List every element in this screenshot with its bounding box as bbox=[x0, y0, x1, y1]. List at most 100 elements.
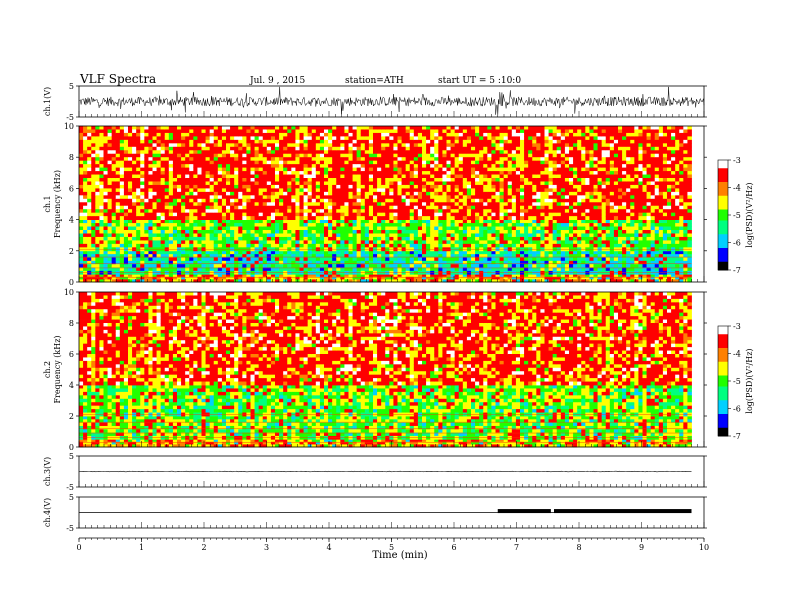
spectrogram-cell bbox=[589, 254, 594, 258]
spectrogram-cell bbox=[136, 184, 141, 189]
spectrogram-cell bbox=[499, 267, 505, 272]
spectrogram-cell bbox=[99, 160, 104, 165]
spectrogram-cell bbox=[266, 216, 272, 220]
spectrogram-cell bbox=[311, 132, 317, 137]
spectrogram-cell bbox=[279, 243, 284, 248]
spectrogram-cell bbox=[213, 264, 219, 268]
spectrogram-cell bbox=[405, 219, 411, 224]
spectrogram-cell bbox=[381, 164, 386, 168]
spectrogram-cell bbox=[303, 164, 309, 168]
spectrogram-cell bbox=[405, 264, 411, 268]
spectrogram-cell bbox=[226, 195, 231, 200]
spectrogram-cell bbox=[491, 276, 496, 280]
spectrogram-cell bbox=[393, 250, 398, 255]
spectrogram-cell bbox=[258, 276, 264, 280]
spectrogram-cell bbox=[181, 188, 186, 193]
spectrogram-cell bbox=[675, 233, 680, 238]
spectrogram-cell bbox=[258, 153, 264, 158]
spectrogram-cell bbox=[336, 260, 341, 265]
spectrogram-cell bbox=[128, 274, 133, 278]
spectrogram-cell bbox=[356, 279, 362, 283]
spectrogram-cell bbox=[181, 195, 186, 200]
spectrogram-cell bbox=[213, 233, 219, 238]
spectrogram-cell bbox=[132, 184, 137, 189]
spectrogram-cell bbox=[495, 257, 500, 262]
spectrogram-cell bbox=[181, 250, 186, 255]
spectrogram-cell bbox=[136, 202, 141, 207]
spectrogram-cell bbox=[409, 254, 415, 258]
spectrogram-cell bbox=[556, 226, 562, 231]
spectrogram-cell bbox=[238, 132, 243, 137]
spectrogram-cell bbox=[536, 236, 541, 241]
spectrogram-cell bbox=[250, 139, 255, 144]
spectrogram-cell bbox=[299, 223, 304, 227]
spectrogram-cell bbox=[128, 276, 133, 280]
spectrogram-cell bbox=[221, 223, 227, 227]
spectrogram-cell bbox=[87, 205, 92, 210]
spectrogram-cell bbox=[156, 223, 162, 227]
spectrogram-cell bbox=[275, 264, 280, 268]
spectrogram-cell bbox=[528, 267, 533, 272]
spectrogram-cell bbox=[103, 264, 108, 268]
spectrogram-cell bbox=[377, 209, 382, 214]
spectrogram-cell bbox=[148, 279, 153, 283]
spectrogram-cell bbox=[307, 178, 313, 182]
spectrogram-cell bbox=[164, 129, 170, 134]
spectrogram-cell bbox=[360, 240, 366, 245]
spectrogram-cell bbox=[119, 223, 125, 227]
spectrogram-cell bbox=[589, 257, 594, 262]
spectrogram-cell bbox=[585, 267, 590, 272]
spectrogram-cell bbox=[148, 243, 153, 248]
spectrogram-cell bbox=[164, 202, 170, 207]
spectrogram-cell bbox=[148, 153, 153, 158]
spectrogram-cell bbox=[254, 233, 260, 238]
spectrogram-cell bbox=[242, 260, 247, 265]
spectrogram-cell bbox=[311, 146, 317, 151]
spectrogram-cell bbox=[658, 226, 664, 231]
spectrogram-cell bbox=[136, 243, 141, 248]
spectrogram-cell bbox=[638, 257, 643, 262]
spectrogram-cell bbox=[319, 219, 325, 224]
spectrogram-cell bbox=[458, 230, 464, 234]
spectrogram-cell bbox=[152, 167, 157, 172]
spectrogram-cell bbox=[246, 216, 251, 220]
spectrogram-cell bbox=[201, 212, 206, 217]
spectrogram-cell bbox=[266, 184, 272, 189]
spectrogram-cell bbox=[99, 243, 104, 248]
spectrogram-cell bbox=[107, 279, 113, 283]
spectrogram-cell bbox=[503, 279, 509, 283]
spectrogram-cell bbox=[524, 260, 529, 265]
spectrogram-cell bbox=[479, 257, 484, 262]
spectrogram-cell bbox=[336, 226, 341, 231]
spectrogram-cell bbox=[564, 250, 570, 255]
spectrogram-cell bbox=[385, 230, 390, 234]
spectrogram-cell bbox=[560, 243, 566, 248]
spectrogram-cell bbox=[246, 236, 251, 241]
spectrogram-cell bbox=[356, 181, 362, 186]
spectrogram-cell bbox=[618, 257, 623, 262]
spectrogram-cell bbox=[532, 219, 537, 224]
spectrogram-cell bbox=[185, 188, 190, 193]
spectrogram-cell bbox=[79, 212, 84, 217]
spectrogram-cell bbox=[593, 257, 598, 262]
spectrogram-cell bbox=[548, 274, 554, 278]
spectrogram-cell bbox=[324, 195, 329, 200]
spectrogram-cell bbox=[573, 226, 578, 231]
spectrogram-cell bbox=[189, 254, 194, 258]
spectrogram-cell bbox=[573, 236, 578, 241]
spectrogram-cell bbox=[140, 264, 145, 268]
spectrogram-cell bbox=[311, 171, 317, 175]
spectrogram-cell bbox=[491, 264, 496, 268]
spectrogram-cell bbox=[144, 136, 149, 141]
spectrogram-cell bbox=[246, 167, 251, 172]
spectrogram-cell bbox=[132, 188, 137, 193]
spectrogram-cell bbox=[172, 136, 178, 141]
spectrogram-cell bbox=[140, 254, 145, 258]
spectrogram-cell bbox=[164, 276, 170, 280]
spectrogram-cell bbox=[515, 276, 521, 280]
spectrogram-cell bbox=[373, 202, 378, 207]
spectrogram-cell bbox=[613, 240, 619, 245]
spectrogram-cell bbox=[160, 226, 166, 231]
spectrogram-cell bbox=[671, 260, 676, 265]
spectrogram-cell bbox=[234, 219, 239, 224]
